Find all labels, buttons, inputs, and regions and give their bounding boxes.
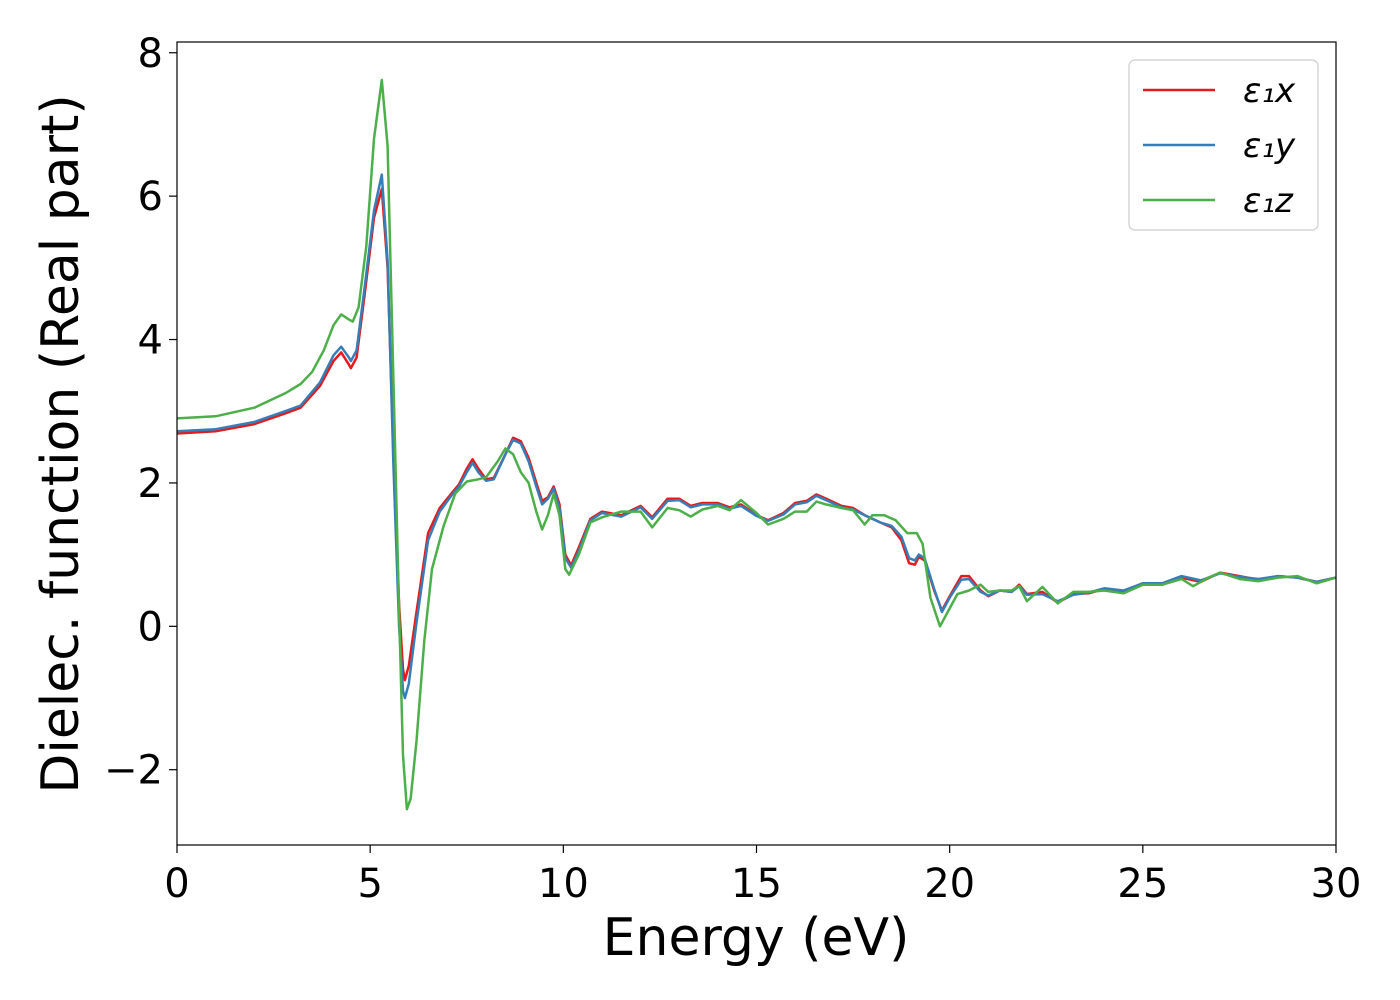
- x-tick-label: 5: [357, 861, 382, 907]
- x-tick-label: 10: [538, 861, 589, 907]
- y-tick-label: 6: [138, 174, 163, 220]
- x-tick-label: 0: [164, 861, 189, 907]
- series-line-3: [177, 78, 1336, 811]
- legend-label: ε₁z: [1243, 181, 1294, 221]
- x-tick-label: 20: [924, 861, 975, 907]
- y-tick-label: −2: [104, 748, 163, 794]
- x-axis: 0 5 10 15 20 25 30: [164, 845, 1361, 907]
- y-tick-label: 4: [138, 318, 163, 364]
- legend: ε₁x ε₁y ε₁z: [1128, 59, 1319, 231]
- x-axis-label: Energy (eV): [603, 908, 910, 968]
- x-tick-label: 25: [1117, 861, 1168, 907]
- x-tick-label: 30: [1311, 861, 1362, 907]
- y-axis: −2 0 2 4 6 8: [104, 31, 177, 794]
- y-tick-label: 2: [138, 461, 163, 507]
- x-tick-label: 15: [731, 861, 782, 907]
- legend-box: [1128, 59, 1319, 231]
- series-group: [177, 78, 1336, 811]
- y-tick-label: 8: [138, 31, 163, 77]
- y-axis-label: Dielec. function (Real part): [31, 94, 91, 793]
- legend-label: ε₁x: [1243, 71, 1296, 111]
- y-tick-label: 0: [138, 604, 163, 650]
- legend-label: ε₁y: [1243, 126, 1296, 166]
- plot-area: [176, 41, 1337, 846]
